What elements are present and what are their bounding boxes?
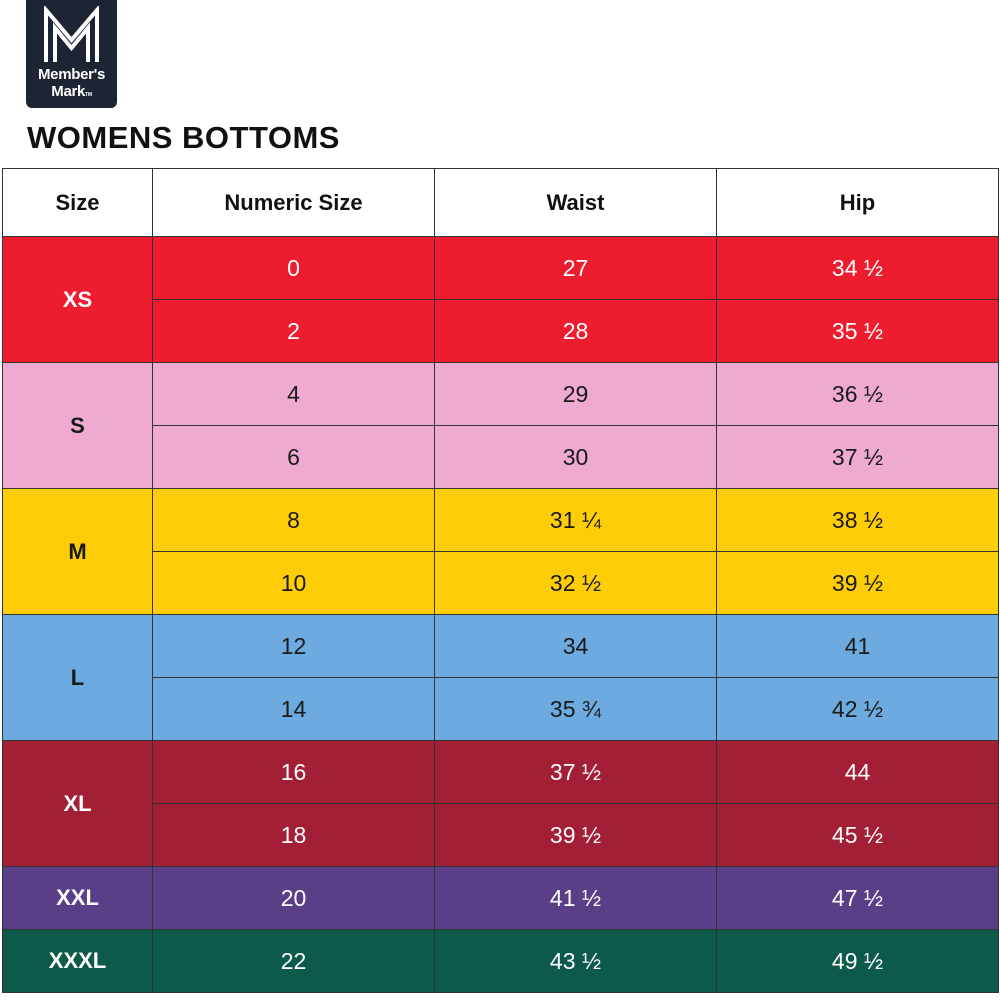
- table-row: XS 0 27 34 ½: [2, 236, 999, 363]
- waist-cell: 31 ¼: [434, 488, 717, 552]
- numeric-size-cell: 8: [152, 488, 435, 552]
- waist-cell: 41 ½: [434, 866, 717, 930]
- hip-cell: 42 ½: [716, 677, 999, 741]
- table-row: 10 32 ½ 39 ½: [2, 551, 999, 615]
- hip-cell: 44: [716, 740, 999, 804]
- size-label-cell: XXL: [2, 866, 153, 930]
- waist-cell: 29: [434, 362, 717, 426]
- numeric-size-cell: 22: [152, 929, 435, 993]
- logo-line2: Mark: [51, 83, 86, 100]
- waist-cell: 35 ¾: [434, 677, 717, 741]
- numeric-size-cell: 10: [152, 551, 435, 615]
- numeric-size-cell: 18: [152, 803, 435, 867]
- table-row: XXXL 22 43 ½ 49 ½: [2, 929, 999, 993]
- size-label-cell: L: [2, 614, 153, 741]
- numeric-size-cell: 0: [152, 236, 435, 300]
- m-logo-icon: [44, 6, 99, 62]
- size-chart-table: Size Numeric Size Waist Hip XS 0 27 34 ½ 2 28…: [2, 168, 999, 993]
- hip-cell: 34 ½: [716, 236, 999, 300]
- hip-cell: 35 ½: [716, 299, 999, 363]
- numeric-size-cell: 12: [152, 614, 435, 678]
- size-label-cell: XL: [2, 740, 153, 867]
- waist-cell: 37 ½: [434, 740, 717, 804]
- table-row: 14 35 ¾ 42 ½: [2, 677, 999, 741]
- numeric-size-cell: 20: [152, 866, 435, 930]
- table-row: XL 16 37 ½ 44: [2, 740, 999, 867]
- hip-cell: 45 ½: [716, 803, 999, 867]
- size-label-cell: M: [2, 488, 153, 615]
- numeric-size-cell: 16: [152, 740, 435, 804]
- hip-cell: 41: [716, 614, 999, 678]
- waist-cell: 27: [434, 236, 717, 300]
- numeric-size-cell: 6: [152, 425, 435, 489]
- logo-trademark: TM: [85, 92, 92, 98]
- header-size: Size: [2, 168, 153, 237]
- table-row: 2 28 35 ½: [2, 299, 999, 363]
- header-waist: Waist: [434, 168, 717, 237]
- table-row: S 4 29 36 ½: [2, 362, 999, 489]
- waist-cell: 34: [434, 614, 717, 678]
- numeric-size-cell: 2: [152, 299, 435, 363]
- waist-cell: 28: [434, 299, 717, 363]
- members-mark-logo: Member's MarkTM: [26, 0, 117, 108]
- hip-cell: 37 ½: [716, 425, 999, 489]
- table-row: M 8 31 ¼ 38 ½: [2, 488, 999, 615]
- hip-cell: 39 ½: [716, 551, 999, 615]
- hip-cell: 38 ½: [716, 488, 999, 552]
- waist-cell: 30: [434, 425, 717, 489]
- logo-wordmark: Member's MarkTM: [26, 66, 117, 104]
- header-numeric-size: Numeric Size: [152, 168, 435, 237]
- table-row: XXL 20 41 ½ 47 ½: [2, 866, 999, 930]
- header-row: Size Numeric Size Waist Hip: [2, 168, 999, 237]
- table-row: 18 39 ½ 45 ½: [2, 803, 999, 867]
- numeric-size-cell: 4: [152, 362, 435, 426]
- table-row: 6 30 37 ½: [2, 425, 999, 489]
- hip-cell: 36 ½: [716, 362, 999, 426]
- waist-cell: 32 ½: [434, 551, 717, 615]
- size-chart-body: XS 0 27 34 ½ 2 28 35 ½ S 4 29 36 ½ 6 30 37 ½ M 8 31 ¼ 38 …: [2, 236, 999, 993]
- size-label-cell: XXXL: [2, 929, 153, 993]
- size-label-cell: S: [2, 362, 153, 489]
- hip-cell: 49 ½: [716, 929, 999, 993]
- logo-line1: Member's: [37, 66, 106, 83]
- waist-cell: 43 ½: [434, 929, 717, 993]
- hip-cell: 47 ½: [716, 866, 999, 930]
- page-title: WOMENS BOTTOMS: [27, 120, 340, 155]
- waist-cell: 39 ½: [434, 803, 717, 867]
- numeric-size-cell: 14: [152, 677, 435, 741]
- table-row: L 12 34 41: [2, 614, 999, 741]
- header-hip: Hip: [716, 168, 999, 237]
- size-label-cell: XS: [2, 236, 153, 363]
